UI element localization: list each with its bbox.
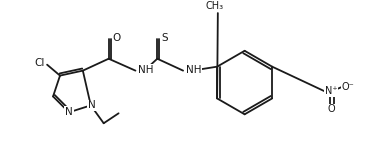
Text: O: O — [113, 33, 121, 43]
Text: NH: NH — [138, 65, 154, 75]
Text: O: O — [327, 104, 335, 114]
Text: N⁺: N⁺ — [325, 86, 337, 96]
Text: CH₃: CH₃ — [206, 1, 224, 11]
Text: O⁻: O⁻ — [341, 82, 354, 92]
Text: NH: NH — [186, 65, 201, 75]
Text: N: N — [88, 100, 96, 110]
Text: N: N — [65, 107, 73, 117]
Text: Cl: Cl — [34, 58, 44, 68]
Text: S: S — [161, 33, 168, 43]
